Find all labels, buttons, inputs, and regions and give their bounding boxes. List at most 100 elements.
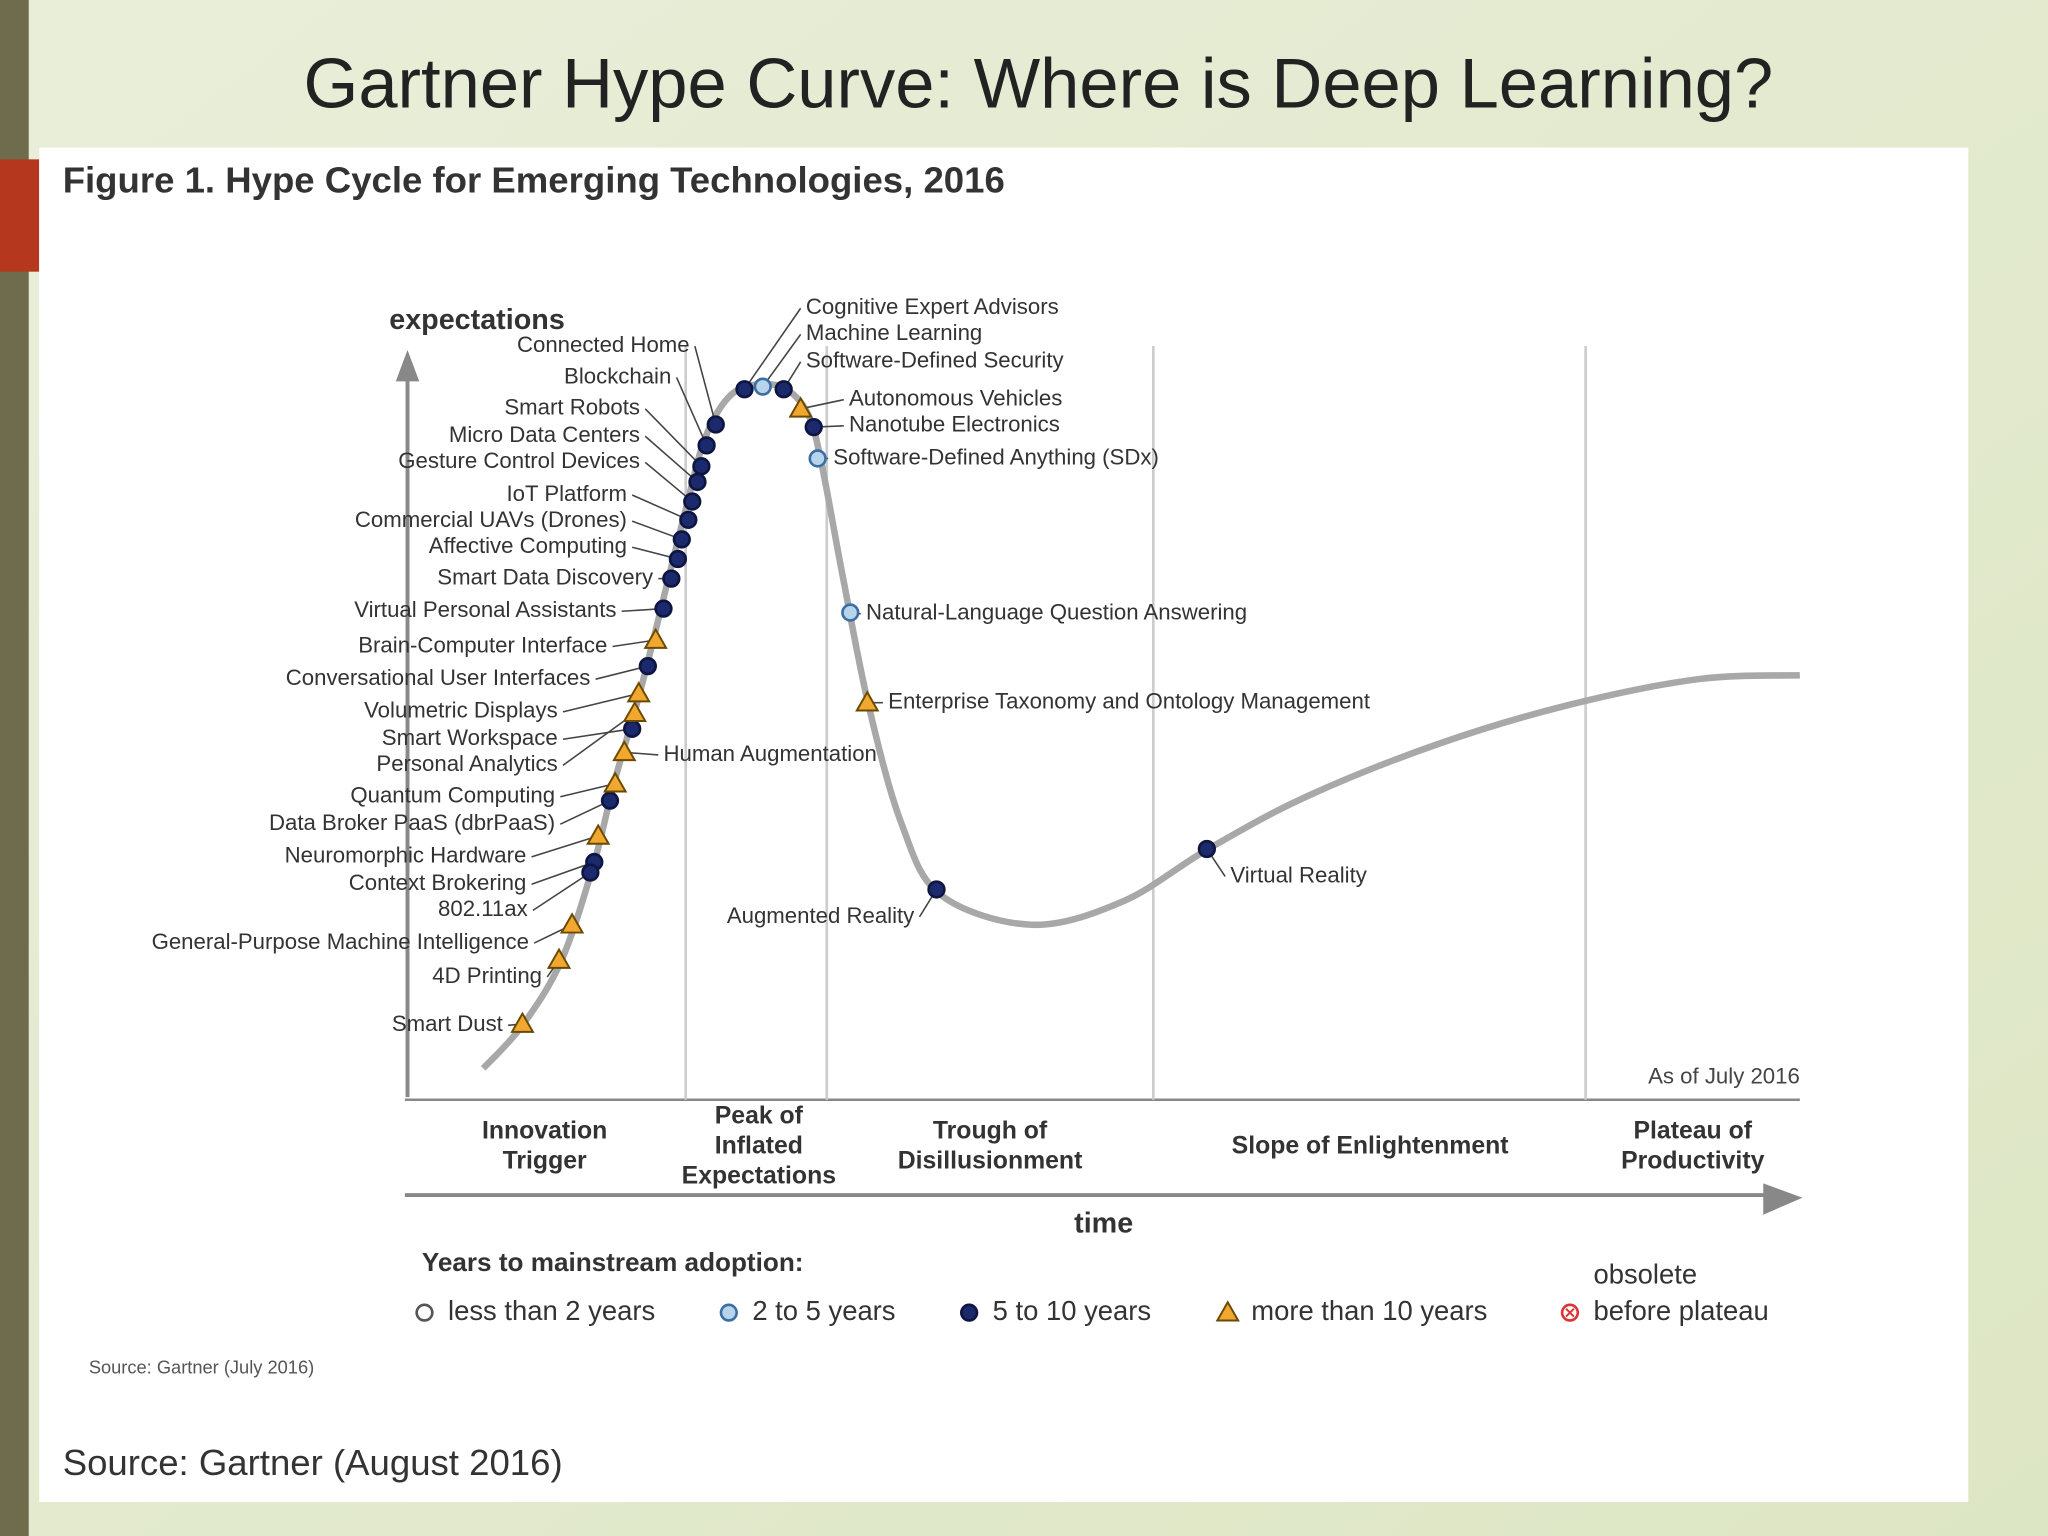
marker-triangle <box>622 700 647 722</box>
marker-circle <box>654 599 673 618</box>
leader-line <box>562 692 639 713</box>
phase-label: Plateau of <box>1633 1117 1752 1144</box>
marker-circle <box>697 436 716 455</box>
marker-circle <box>774 380 793 399</box>
technology-label: Virtual Personal Assistants <box>354 597 616 622</box>
technology-label: Machine Learning <box>806 320 982 345</box>
slide-title: Gartner Hype Curve: Where is Deep Learni… <box>303 43 1773 122</box>
marker-circle <box>581 863 600 882</box>
marker-circle <box>719 1303 738 1322</box>
technology-label: Data Broker PaaS (dbrPaaS) <box>269 810 555 835</box>
leader-line <box>800 398 844 410</box>
y-axis-label: expectations <box>389 304 565 336</box>
phase-label: Productivity <box>1621 1147 1765 1174</box>
marker-triangle <box>626 681 651 703</box>
marker-cross <box>1565 1308 1575 1318</box>
leader-line <box>532 871 591 912</box>
marker-triangle <box>643 627 668 649</box>
phase-label: Slope of Enlightenment <box>1232 1132 1509 1159</box>
marker-circle <box>679 510 698 529</box>
leader-line <box>644 408 702 467</box>
technology-label: Human Augmentation <box>664 741 877 766</box>
figure-panel <box>39 147 1969 1503</box>
x-axis-label: time <box>1074 1208 1133 1240</box>
legend-label: less than 2 years <box>448 1295 655 1326</box>
marker-circle <box>706 415 725 434</box>
leader-line <box>762 333 802 388</box>
marker-circle <box>668 549 688 569</box>
technology-label: Quantum Computing <box>350 783 555 808</box>
marker-triangle <box>612 739 637 762</box>
figure-title: Figure 1. Hype Cycle for Emerging Techno… <box>63 160 1005 201</box>
technology-label: 802.11ax <box>438 896 528 921</box>
technology-label: General-Purpose Machine Intelligence <box>152 929 529 954</box>
marker-circle <box>688 472 707 492</box>
technology-label: Personal Analytics <box>376 751 557 776</box>
marker-circle <box>804 417 823 437</box>
technology-label: Smart Data Discovery <box>437 564 654 589</box>
technology-label: Autonomous Vehicles <box>849 386 1062 411</box>
figure-source: Source: Gartner (July 2016) <box>89 1357 314 1378</box>
leader-line <box>743 307 802 390</box>
marker-circle <box>841 603 860 622</box>
legend-label: 2 to 5 years <box>752 1295 895 1326</box>
leader-line <box>631 494 689 521</box>
marker-circle <box>638 656 657 676</box>
leader-line <box>531 835 599 858</box>
technology-label: 4D Printing <box>432 963 542 988</box>
marker-triangle <box>603 771 628 793</box>
marker-triangle <box>855 690 880 712</box>
marker-triangle <box>586 823 611 845</box>
phase-label: Inflated <box>715 1132 803 1159</box>
leader-line <box>560 782 616 798</box>
technology-label: Commercial UAVs (Drones) <box>355 507 627 532</box>
technology-label: Neuromorphic Hardware <box>285 843 527 868</box>
slide-source: Source: Gartner (August 2016) <box>63 1442 563 1483</box>
technology-label: Blockchain <box>564 363 671 388</box>
marker-circle <box>753 377 772 396</box>
marker-triangle <box>1215 1300 1240 1322</box>
technology-label: Smart Robots <box>504 395 640 420</box>
y-arrow <box>395 350 420 382</box>
leader-line <box>694 345 717 425</box>
marker-triangle <box>559 912 585 934</box>
technology-label: IoT Platform <box>507 481 627 506</box>
technology-label: Smart Dust <box>392 1011 503 1036</box>
technology-label: Software-Defined Security <box>806 348 1065 373</box>
technology-label: Augmented Reality <box>727 903 915 928</box>
legend-label: obsolete <box>1593 1258 1697 1289</box>
leader-line <box>644 461 693 503</box>
marker-obsolete <box>1560 1303 1580 1322</box>
marker-circle <box>623 719 642 738</box>
technology-label: Volumetric Displays <box>364 698 558 723</box>
technology-label: Context Brokering <box>349 870 527 895</box>
marker-triangle <box>510 1011 535 1033</box>
technology-label: Micro Data Centers <box>449 422 640 447</box>
marker-circle <box>808 449 827 468</box>
legend-label: more than 10 years <box>1251 1295 1487 1326</box>
marker-triangle <box>788 396 813 418</box>
legend-title: Years to mainstream adoption: <box>422 1247 804 1277</box>
marker-triangle <box>546 947 572 969</box>
phase-label: Innovation <box>482 1117 607 1144</box>
leader-line <box>675 377 708 446</box>
leader-line <box>559 799 611 825</box>
technology-label: Software-Defined Anything (SDx) <box>833 444 1159 469</box>
marker-circle <box>415 1303 434 1322</box>
technology-label: Affective Computing <box>429 533 627 558</box>
technology-label: Nanotube Electronics <box>849 412 1060 437</box>
leader-line <box>531 861 595 885</box>
phase-label: Trough of <box>933 1117 1048 1144</box>
technology-label: Conversational User Interfaces <box>286 665 591 690</box>
marker-circle <box>672 530 691 549</box>
marker-circle <box>662 569 681 588</box>
marker-circle <box>683 492 702 511</box>
marker-circle <box>927 880 946 899</box>
technology-label: Virtual Reality <box>1230 862 1367 887</box>
technology-label: Brain-Computer Interface <box>358 632 607 657</box>
marker-circle <box>960 1303 979 1322</box>
marker-circle <box>1197 839 1216 859</box>
leader-line <box>644 435 698 483</box>
as-of-note: As of July 2016 <box>1648 1063 1800 1088</box>
